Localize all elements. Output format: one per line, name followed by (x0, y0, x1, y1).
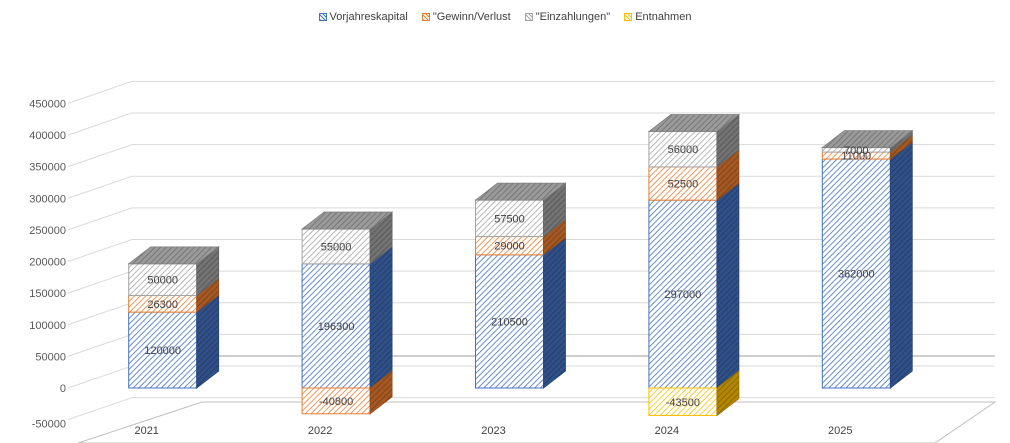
bar-einzahlungen-2024 (648, 113, 740, 168)
legend-item-vorjahreskapital[interactable]: Vorjahreskapital (318, 8, 408, 26)
data-label: 196300 (318, 321, 355, 333)
data-label: 210500 (491, 316, 528, 328)
y-tick-label: 0 (60, 383, 66, 395)
y-tick-label: 250000 (29, 225, 66, 237)
bar-vorjahreskapital-2024 (648, 182, 740, 389)
y-tick-label: 200000 (29, 257, 66, 269)
data-label: 120000 (144, 345, 181, 357)
x-category-label: 2024 (655, 425, 679, 437)
legend-swatch (624, 13, 633, 21)
bar-einzahlungen-2023 (475, 182, 566, 238)
legend-label: "Einzahlungen" (535, 11, 611, 23)
y-tick-label: 150000 (29, 288, 66, 300)
legend-label: Entnahmen (635, 11, 692, 23)
data-label: 7000 (844, 145, 868, 157)
bar-vorjahreskapital-2021 (128, 294, 220, 389)
legend-label: "Gewinn/Verlust (432, 11, 511, 23)
legend-label: Vorjahreskapital (329, 11, 408, 23)
legend-item-entnahmen[interactable]: Entnahmen (624, 8, 691, 26)
bar-top-2024 (647, 114, 741, 132)
bar-gewinn-verlust-2023 (475, 218, 566, 256)
x-category-label: 2021 (134, 425, 158, 437)
x-category-label: 2025 (828, 425, 852, 437)
legend-swatch (524, 13, 533, 21)
bar-top-2021 (127, 246, 220, 265)
bar-top-2022 (300, 211, 394, 230)
legend: Vorjahreskapital "Gewinn/Verlust "Einzahlu… (0, 8, 1010, 26)
y-tick-label: 100000 (29, 320, 66, 332)
legend-swatch (421, 13, 430, 21)
bar-vorjahreskapital-2023 (475, 237, 566, 389)
data-label: 26300 (147, 299, 178, 311)
bar-vorjahreskapital-2022 (301, 246, 393, 389)
bar-vorjahreskapital-2025 (821, 141, 913, 389)
y-tick-label: 400000 (29, 130, 66, 142)
y-tick-label: -50000 (32, 419, 66, 431)
data-label: 362000 (838, 269, 875, 281)
y-tick-label: 300000 (29, 193, 66, 205)
data-label: 29000 (494, 241, 525, 253)
data-label: 50000 (147, 275, 178, 287)
y-tick-label: 50000 (35, 351, 66, 363)
bar-gewinn-verlust-2024 (648, 149, 740, 201)
data-label: -43500 (666, 397, 700, 409)
data-label: 52500 (668, 179, 699, 191)
x-category-label: 2022 (308, 425, 332, 437)
data-label: 297000 (665, 289, 702, 301)
bar-entnahmen-2024 (648, 370, 740, 417)
x-category-label: 2023 (481, 425, 505, 437)
legend-item-einzahlungen[interactable]: "Einzahlungen" (524, 8, 611, 26)
bar-einzahlungen-2021 (128, 246, 220, 297)
bar-top-2023 (474, 182, 567, 201)
data-label: 55000 (321, 241, 352, 253)
data-label: -40800 (319, 396, 353, 408)
data-label: 56000 (668, 144, 699, 156)
legend-swatch (318, 13, 327, 21)
legend-item-gewinn-verlust[interactable]: "Gewinn/Verlust (421, 8, 511, 26)
y-tick-label: 450000 (29, 98, 66, 110)
bar-top-2025 (821, 130, 914, 149)
bar-gewinn-verlust-2022 (301, 370, 393, 415)
y-tick-label: 350000 (29, 162, 66, 174)
data-label: 57500 (494, 213, 525, 225)
data-label: 11000 (841, 151, 871, 163)
